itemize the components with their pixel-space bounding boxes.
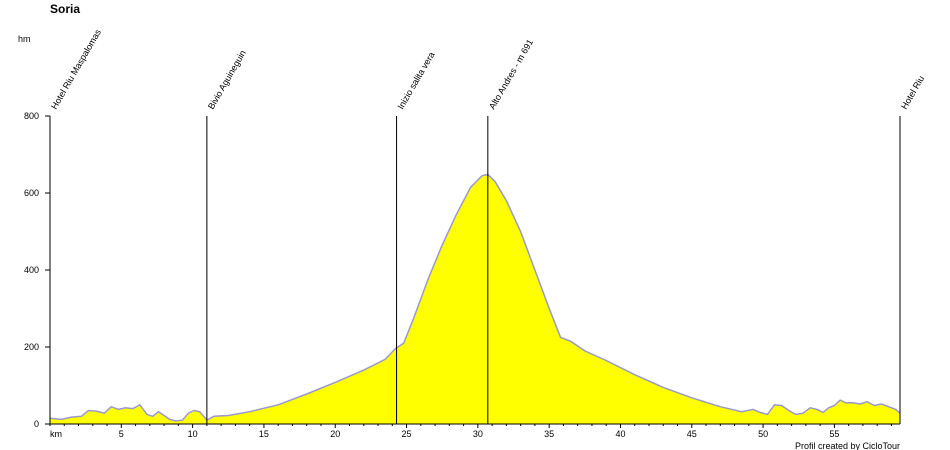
credit-text: Profil created by CicloTour [795,441,900,450]
x-tick-label: 15 [259,429,269,439]
waypoint-label: Bivio Aguineguin [206,48,248,111]
y-tick-label: 200 [24,342,39,352]
y-tick-label: 600 [24,188,39,198]
y-tick-label: 0 [34,419,39,429]
y-axis-label: hm [18,34,31,44]
x-tick-label: 40 [615,429,625,439]
x-tick-label: 35 [544,429,554,439]
x-tick-label: 25 [402,429,412,439]
marker-layer: Hotel Riu Maspalomas Bivio Aguineguin Iniz… [49,27,926,424]
x-tick-label: 20 [330,429,340,439]
axis-layer: 0 200 400 600 800 5 10 15 20 25 30 35 40 45 50 55 [24,111,900,439]
waypoint-label: Hotel Riu Maspalomas [49,27,103,111]
x-tick-label: 55 [829,429,839,439]
waypoint-label: Alto Andres - m 691 [487,38,535,111]
y-tick-label: 800 [24,111,39,121]
chart-title: Soria [50,2,80,16]
x-tick-label: 10 [188,429,198,439]
x-tick-label: 45 [687,429,697,439]
profile-layer [49,173,901,424]
y-tick-label: 400 [24,265,39,275]
elevation-line [49,173,901,422]
x-tick-label: 5 [119,429,124,439]
waypoint-label: Hotel Riu [899,74,926,111]
x-axis-label: km [50,429,62,439]
waypoint-label: Inizio salita vera [396,50,437,111]
x-tick-label: 30 [473,429,483,439]
x-tick-label: 50 [758,429,768,439]
elevation-area [50,174,900,424]
